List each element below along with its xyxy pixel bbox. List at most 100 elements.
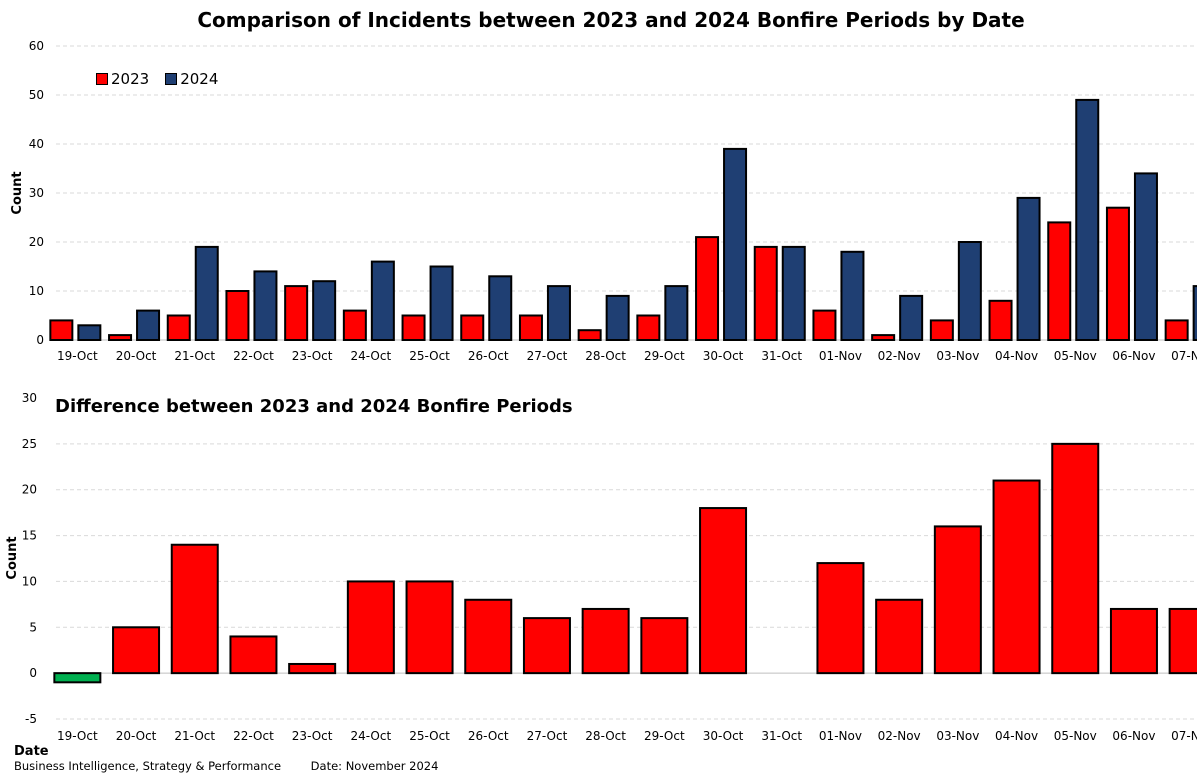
- x-tick-label: 28-Oct: [585, 349, 626, 363]
- y-tick-label: 25: [22, 437, 37, 451]
- x-tick-label: 26-Oct: [468, 349, 509, 363]
- bar-2023: [342, 309, 367, 342]
- bar-2023: [284, 285, 309, 342]
- footer: Business Intelligence, Strategy & Perfor…: [14, 759, 464, 773]
- x-tick-label: 25-Oct: [409, 349, 450, 363]
- bar-2024: [370, 260, 395, 342]
- x-tick-label: 30-Oct: [703, 349, 744, 363]
- x-tick-label: 29-Oct: [644, 349, 685, 363]
- difference-bar: [1109, 607, 1158, 675]
- x-tick-label: 30-Oct: [703, 729, 744, 743]
- y-axis-label: Count: [10, 171, 25, 214]
- bar-2024: [899, 294, 924, 341]
- difference-bar: [1051, 442, 1100, 675]
- x-tick-label: 02-Nov: [878, 729, 921, 743]
- difference-bar: [816, 562, 865, 675]
- bar-2023: [166, 314, 191, 341]
- legend-swatch-2023: [96, 73, 108, 85]
- x-tick-label: 23-Oct: [292, 729, 333, 743]
- x-axis-label-date: Date: [14, 744, 49, 759]
- difference-bar: [53, 672, 102, 684]
- difference-bar: [346, 580, 395, 675]
- y-tick-label: 50: [29, 88, 44, 102]
- x-tick-label: 02-Nov: [878, 349, 921, 363]
- bar-2024: [1016, 196, 1041, 341]
- y-tick-label: 0: [36, 333, 44, 347]
- x-tick-label: 07-Nov: [1171, 729, 1197, 743]
- footer-date: Date: November 2024: [310, 759, 439, 773]
- bar-2024: [1075, 98, 1100, 342]
- bar-2024: [781, 245, 806, 341]
- bar-2023: [49, 319, 74, 341]
- bar-2024: [664, 285, 689, 342]
- bar-2023: [225, 290, 250, 341]
- comparison-chart-title: Comparison of Incidents between 2023 and…: [197, 8, 1025, 32]
- footer-org: Business Intelligence, Strategy & Perfor…: [14, 759, 282, 773]
- legend-item-2023: 2023: [96, 70, 149, 88]
- x-tick-label: 19-Oct: [57, 729, 98, 743]
- x-tick-label: 24-Oct: [351, 349, 392, 363]
- difference-bar: [699, 507, 748, 675]
- x-tick-label: 26-Oct: [468, 729, 509, 743]
- x-tick-label: 20-Oct: [116, 349, 157, 363]
- x-tick-label: 20-Oct: [116, 729, 157, 743]
- bar-2023: [871, 334, 896, 342]
- comparison-chart: 0 10 20 30 40 50 60 Count 19-Oct 20-Oct 21-Oct 22-O…: [10, 39, 1197, 363]
- x-tick-label: 22-Oct: [233, 729, 274, 743]
- bar-2023: [460, 314, 485, 341]
- bar-2024: [546, 285, 571, 342]
- x-tick-label: 19-Oct: [57, 349, 98, 363]
- difference-bar: [170, 543, 219, 675]
- bar-2024: [312, 280, 337, 342]
- bar-2024: [488, 275, 513, 341]
- bar-2023: [108, 334, 133, 342]
- y-tick-label: 20: [29, 235, 44, 249]
- x-tick-label: 21-Oct: [174, 729, 215, 743]
- bar-2023: [518, 314, 543, 341]
- bar-2024: [429, 265, 454, 341]
- legend-swatch-2024: [165, 73, 178, 85]
- y-tick-label: -5: [25, 712, 37, 726]
- bar-2023: [577, 329, 602, 342]
- x-tick-label: 27-Oct: [527, 729, 568, 743]
- difference-bar: [1168, 607, 1197, 675]
- x-tick-label: 28-Oct: [585, 729, 626, 743]
- bar-2024: [253, 270, 278, 341]
- y-tick-label: 0: [29, 666, 37, 680]
- x-tick-label: 27-Oct: [527, 349, 568, 363]
- difference-bar: [464, 598, 513, 675]
- bar-2023: [1164, 319, 1189, 341]
- x-tick-label: 03-Nov: [936, 729, 979, 743]
- y-tick-label: 30: [22, 391, 37, 405]
- bar-2023: [988, 299, 1013, 341]
- bar-2024: [1133, 172, 1158, 341]
- difference-bar: [112, 626, 161, 675]
- difference-bar: [875, 598, 924, 675]
- x-tick-label: 05-Nov: [1054, 729, 1097, 743]
- bar-2023: [753, 245, 778, 341]
- bar-2024: [723, 147, 748, 341]
- bar-2024: [194, 245, 219, 341]
- bar-2024: [1192, 285, 1197, 342]
- y-tick-label: 10: [29, 284, 44, 298]
- x-tick-label: 04-Nov: [995, 349, 1038, 363]
- difference-bar: [288, 662, 337, 675]
- x-tick-label: 05-Nov: [1054, 349, 1097, 363]
- x-tick-label: 24-Oct: [351, 729, 392, 743]
- difference-bar: [581, 607, 630, 675]
- difference-bar: [229, 635, 278, 675]
- bar-2023: [1105, 206, 1130, 341]
- x-tick-label: 25-Oct: [409, 729, 450, 743]
- comparison-legend: 2023 2024: [96, 70, 234, 88]
- y-tick-label: 20: [22, 483, 37, 497]
- x-tick-label: 21-Oct: [174, 349, 215, 363]
- difference-bar: [992, 479, 1041, 675]
- x-tick-label: 06-Nov: [1112, 349, 1155, 363]
- x-tick-label: 31-Oct: [761, 729, 802, 743]
- legend-label-2023: 2023: [111, 70, 150, 88]
- difference-bar: [640, 617, 689, 675]
- difference-chart-title: Difference between 2023 and 2024 Bonfire…: [55, 396, 573, 417]
- bar-2024: [840, 250, 865, 341]
- difference-bar: [405, 580, 454, 675]
